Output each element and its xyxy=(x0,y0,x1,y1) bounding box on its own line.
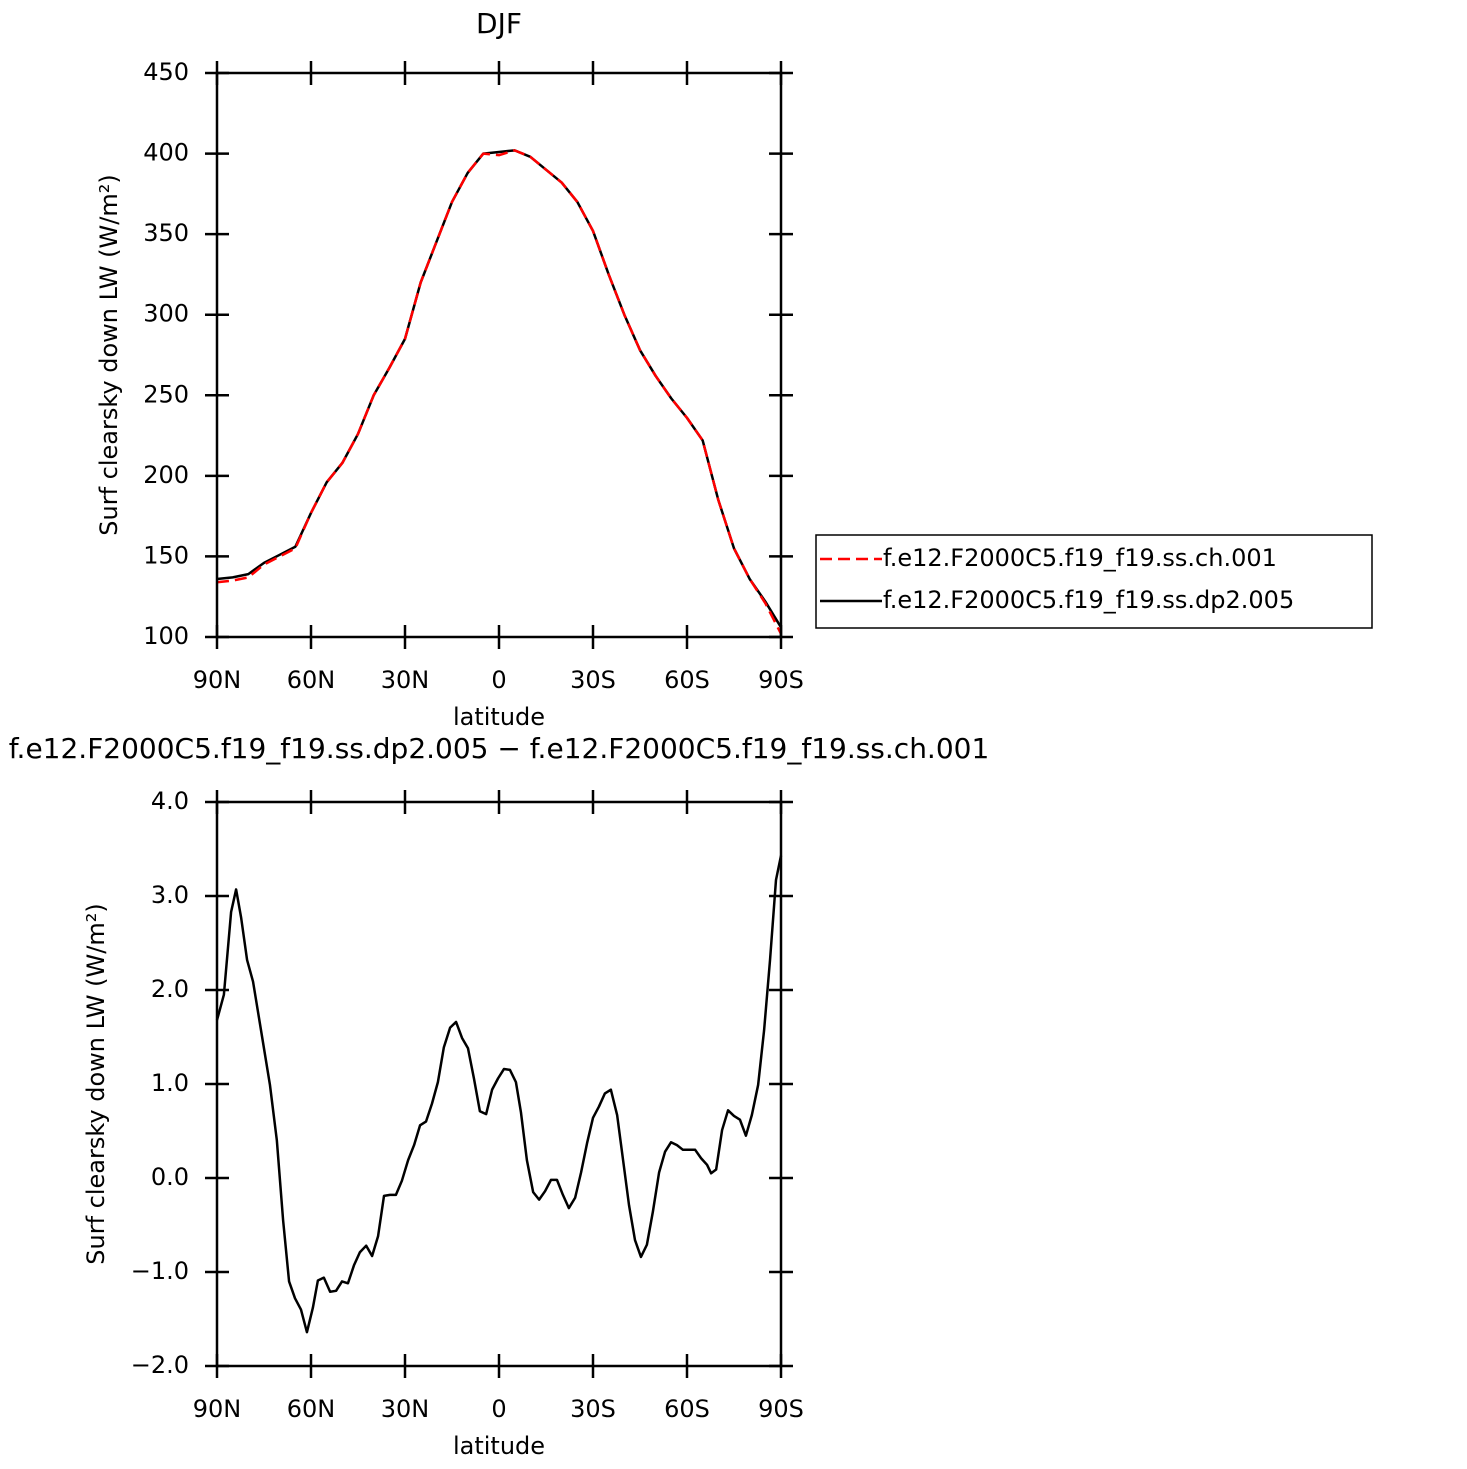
x-tick-label: 30S xyxy=(570,666,616,694)
y-tick-label: 200 xyxy=(143,461,189,489)
y-tick-label: 4.0 xyxy=(151,787,189,815)
chart-title: DJF xyxy=(476,7,522,40)
data-line xyxy=(216,149,783,628)
x-tick-label: 0 xyxy=(491,666,506,694)
x-tick-label: 90N xyxy=(193,666,242,694)
legend-label: f.e12.F2000C5.f19_f19.ss.ch.001 xyxy=(883,544,1277,572)
x-tick-label: 90S xyxy=(758,666,804,694)
x-axis-label: latitude xyxy=(453,1432,545,1460)
x-tick-label: 90S xyxy=(758,1395,804,1423)
legend-box xyxy=(815,534,1373,629)
y-tick-label: 1.0 xyxy=(151,1069,189,1097)
x-tick-label: 90N xyxy=(193,1395,242,1423)
legend-label: f.e12.F2000C5.f19_f19.ss.dp2.005 xyxy=(883,586,1294,614)
plot-frame xyxy=(215,800,783,1368)
x-tick-label: 30S xyxy=(570,1395,616,1423)
y-axis-label: Surf clearsky down LW (W/m²) xyxy=(95,174,123,535)
y-tick-label: 350 xyxy=(143,219,189,247)
y-tick-label: −1.0 xyxy=(131,1257,189,1285)
data-line xyxy=(216,149,783,635)
x-tick-label: 60N xyxy=(287,1395,336,1423)
plot-frame xyxy=(215,71,783,639)
x-tick-label: 30N xyxy=(381,1395,430,1423)
x-tick-label: 60N xyxy=(287,666,336,694)
x-tick-label: 30N xyxy=(381,666,430,694)
y-tick-label: 400 xyxy=(143,139,189,167)
y-tick-label: 3.0 xyxy=(151,881,189,909)
y-tick-label: 250 xyxy=(143,380,189,408)
y-tick-label: 2.0 xyxy=(151,975,189,1003)
y-tick-label: −2.0 xyxy=(131,1351,189,1379)
y-tick-label: 300 xyxy=(143,300,189,328)
data-line xyxy=(215,855,783,1334)
y-tick-label: 100 xyxy=(143,622,189,650)
x-tick-label: 0 xyxy=(491,1395,506,1423)
y-tick-label: 0.0 xyxy=(151,1163,189,1191)
y-tick-label: 450 xyxy=(143,58,189,86)
x-tick-label: 60S xyxy=(664,666,710,694)
y-axis-label: Surf clearsky down LW (W/m²) xyxy=(82,903,110,1264)
y-tick-label: 150 xyxy=(143,541,189,569)
chart-title: f.e12.F2000C5.f19_f19.ss.dp2.005 − f.e12… xyxy=(9,732,990,765)
x-tick-label: 60S xyxy=(664,1395,710,1423)
x-axis-label: latitude xyxy=(453,703,545,731)
